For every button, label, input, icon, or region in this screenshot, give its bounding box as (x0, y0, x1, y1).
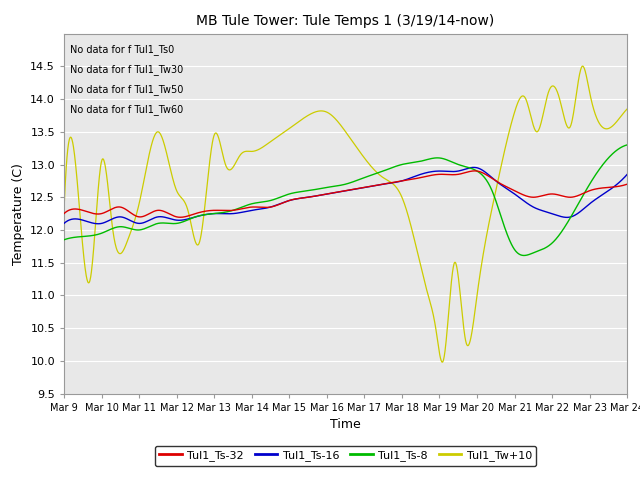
X-axis label: Time: Time (330, 418, 361, 431)
Title: MB Tule Tower: Tule Temps 1 (3/19/14-now): MB Tule Tower: Tule Temps 1 (3/19/14-now… (196, 14, 495, 28)
Legend: Tul1_Ts-32, Tul1_Ts-16, Tul1_Ts-8, Tul1_Tw+10: Tul1_Ts-32, Tul1_Ts-16, Tul1_Ts-8, Tul1_… (155, 446, 536, 466)
Text: No data for f Tul1_Tw30: No data for f Tul1_Tw30 (70, 64, 183, 75)
Text: No data for f Tul1_Tw60: No data for f Tul1_Tw60 (70, 104, 183, 115)
Text: No data for f Tul1_Tw50: No data for f Tul1_Tw50 (70, 84, 183, 95)
Y-axis label: Temperature (C): Temperature (C) (12, 163, 25, 264)
Text: No data for f Tul1_Ts0: No data for f Tul1_Ts0 (70, 44, 174, 55)
